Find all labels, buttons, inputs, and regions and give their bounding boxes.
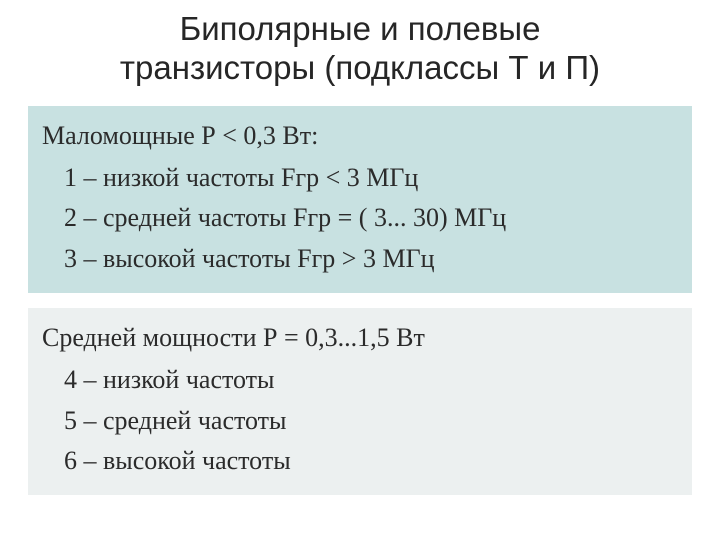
box2-item-2: 5 – средней частоты <box>42 401 678 441</box>
slide-title: Биполярные и полевые транзисторы (подкла… <box>28 10 692 88</box>
slide: Биполярные и полевые транзисторы (подкла… <box>0 0 720 540</box>
box2-item-1: 4 – низкой частоты <box>42 360 678 400</box>
box2-item-3: 6 – высокой частоты <box>42 441 678 481</box>
box1-item-1: 1 – низкой частоты Fгр < 3 МГц <box>42 158 678 198</box>
box1-item-2: 2 – средней частоты Fгр = ( 3... 30) МГц <box>42 198 678 238</box>
title-line-1: Биполярные и полевые <box>180 10 541 47</box>
box2-lead: Средней мощности Р = 0,3...1,5 Вт <box>42 318 678 358</box>
box1-lead: Маломощные Р < 0,3 Вт: <box>42 116 678 156</box>
box-medium-power: Средней мощности Р = 0,3...1,5 Вт 4 – ни… <box>28 308 692 495</box>
box1-item-3: 3 – высокой частоты Fгр > 3 МГц <box>42 239 678 279</box>
title-line-2: транзисторы (подклассы Т и П) <box>120 49 600 86</box>
box-low-power: Маломощные Р < 0,3 Вт: 1 – низкой частот… <box>28 106 692 293</box>
